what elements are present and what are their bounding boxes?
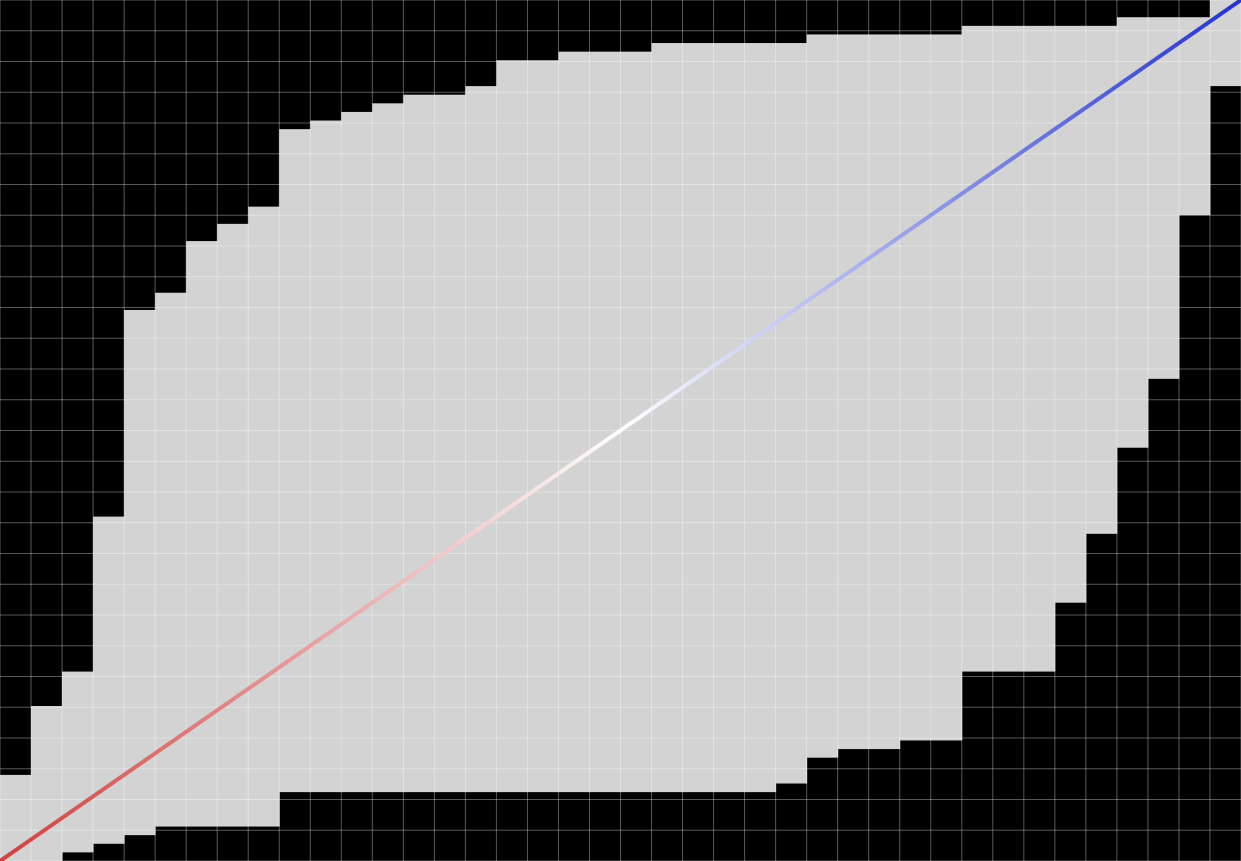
band-column <box>1147 17 1180 379</box>
band-column <box>682 43 715 793</box>
band-column <box>310 120 342 793</box>
band-column <box>992 25 1025 672</box>
band-column <box>186 241 218 827</box>
band-column <box>899 34 932 741</box>
band-column <box>837 34 870 750</box>
band-column <box>155 292 187 827</box>
band-column <box>961 25 994 672</box>
band-column <box>930 34 963 741</box>
band-column <box>1178 17 1211 216</box>
band-column <box>279 129 311 793</box>
band-column <box>124 309 156 836</box>
band-column <box>341 111 373 793</box>
band-column <box>0 774 32 861</box>
band-column <box>806 34 839 758</box>
band-column <box>744 43 777 793</box>
band-column <box>217 223 249 827</box>
band-column <box>1054 25 1087 603</box>
band-column <box>93 516 125 844</box>
band-column <box>372 103 404 793</box>
band-column <box>496 60 528 793</box>
band-column <box>465 86 497 793</box>
band-column <box>527 60 559 793</box>
band-column <box>558 51 590 793</box>
band-column <box>713 43 746 793</box>
band-column <box>1085 25 1118 534</box>
band-column <box>1209 0 1241 87</box>
band-column <box>868 34 901 750</box>
band-column <box>775 43 808 784</box>
band-column <box>434 94 466 793</box>
band-column <box>62 671 94 853</box>
band-column <box>651 43 684 793</box>
band-column <box>403 94 435 793</box>
band-column <box>1116 17 1149 448</box>
band-column <box>248 206 280 827</box>
band-column <box>589 51 621 793</box>
